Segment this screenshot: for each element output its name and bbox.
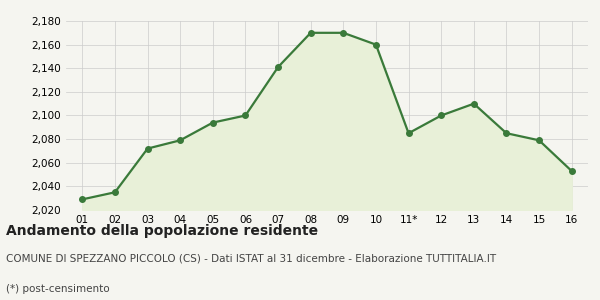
Text: Andamento della popolazione residente: Andamento della popolazione residente (6, 224, 318, 238)
Text: (*) post-censimento: (*) post-censimento (6, 284, 110, 293)
Text: COMUNE DI SPEZZANO PICCOLO (CS) - Dati ISTAT al 31 dicembre - Elaborazione TUTTI: COMUNE DI SPEZZANO PICCOLO (CS) - Dati I… (6, 254, 496, 263)
